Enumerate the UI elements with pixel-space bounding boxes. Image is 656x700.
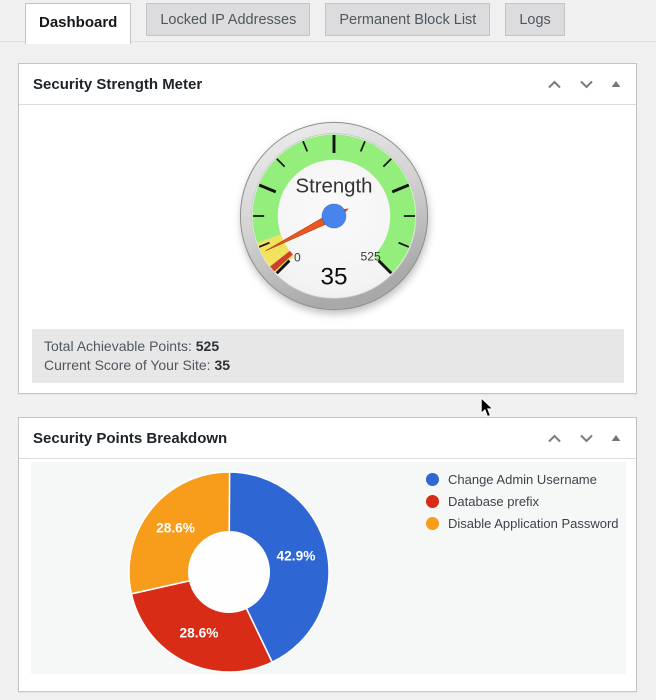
gauge-zone [270,250,293,272]
legend-label: Disable Application Password [448,516,619,531]
nav-tab-bar: Dashboard Locked IP Addresses Permanent Bl… [25,3,565,44]
chevron-down-icon [580,80,593,88]
donut-svg: 42.9% 28.6% 28.6% [128,471,330,673]
total-points-value: 525 [195,338,220,354]
collapse-toggle-icon [611,81,621,87]
strength-gauge-chart: Strength 0 525 35 [237,119,431,313]
gauge-min-label: 0 [294,251,301,265]
gauge-max-label: 525 [361,250,381,264]
legend-label: Database prefix [448,494,540,509]
chevron-up-icon [548,80,561,88]
panel-controls [542,77,626,92]
legend-label: Change Admin Username [448,472,597,487]
gauge-title: Strength [296,175,373,197]
points-breakdown-donut-chart: 42.9% 28.6% 28.6% [126,469,332,675]
panel-controls [542,431,626,446]
panel-title: Security Points Breakdown [33,429,228,447]
current-score-line: Current Score of Your Site: 35 [44,356,612,375]
panel-security-points-breakdown: Security Points Breakdown 42.9% 28.6% 28.6… [18,417,637,692]
pie-slice-percent-label: 28.6% [156,521,195,536]
legend-item-change-admin-username: Change Admin Username [426,472,619,487]
legend-swatch-icon [426,495,439,508]
total-points-line: Total Achievable Points: 525 [44,337,612,356]
move-down-button[interactable] [574,431,599,446]
tab-bottom-border [0,41,656,42]
pie-slice-percent-label: 42.9% [277,548,316,563]
legend-swatch-icon [426,517,439,530]
pie-slice-database-prefix[interactable] [130,579,273,673]
breakdown-panel-header: Security Points Breakdown [19,418,636,459]
tab-logs[interactable]: Logs [505,3,565,36]
chevron-up-icon [548,434,561,442]
pie-slice-change-admin-username[interactable] [228,471,330,664]
gauge-hub [321,203,347,229]
strength-panel-header: Security Strength Meter [19,64,636,105]
panel-security-strength-meter: Security Strength Meter Strength 0 [18,63,637,394]
legend-item-database-prefix: Database prefix [426,494,619,509]
move-up-button[interactable] [542,77,567,92]
move-up-button[interactable] [542,431,567,446]
panel-title: Security Strength Meter [33,75,203,93]
move-down-button[interactable] [574,77,599,92]
gauge-value: 35 [321,263,348,290]
tab-locked-ip-addresses[interactable]: Locked IP Addresses [146,3,311,36]
collapse-toggle-button[interactable] [606,431,626,445]
current-score-value: 35 [214,357,231,373]
collapse-toggle-button[interactable] [606,77,626,91]
current-score-label: Current Score of Your Site: [44,357,211,373]
gauge-zone [252,134,416,274]
donut-hole [186,529,272,615]
collapse-toggle-icon [611,435,621,441]
legend-swatch-icon [426,473,439,486]
chevron-down-icon [580,434,593,442]
gauge-svg: Strength 0 525 35 [239,121,429,311]
tab-permanent-block-list[interactable]: Permanent Block List [325,3,491,36]
total-points-label: Total Achievable Points: [44,338,192,354]
legend-item-disable-application-password: Disable Application Password [426,516,619,531]
points-summary-box: Total Achievable Points: 525 Current Sco… [32,329,624,383]
mouse-cursor-icon [480,396,494,423]
chart-legend: Change Admin Username Database prefix Disa… [426,472,619,538]
pie-slice-percent-label: 28.6% [180,625,219,640]
tab-dashboard[interactable]: Dashboard [25,3,132,44]
pie-slice-disable-application-password[interactable] [128,471,231,595]
